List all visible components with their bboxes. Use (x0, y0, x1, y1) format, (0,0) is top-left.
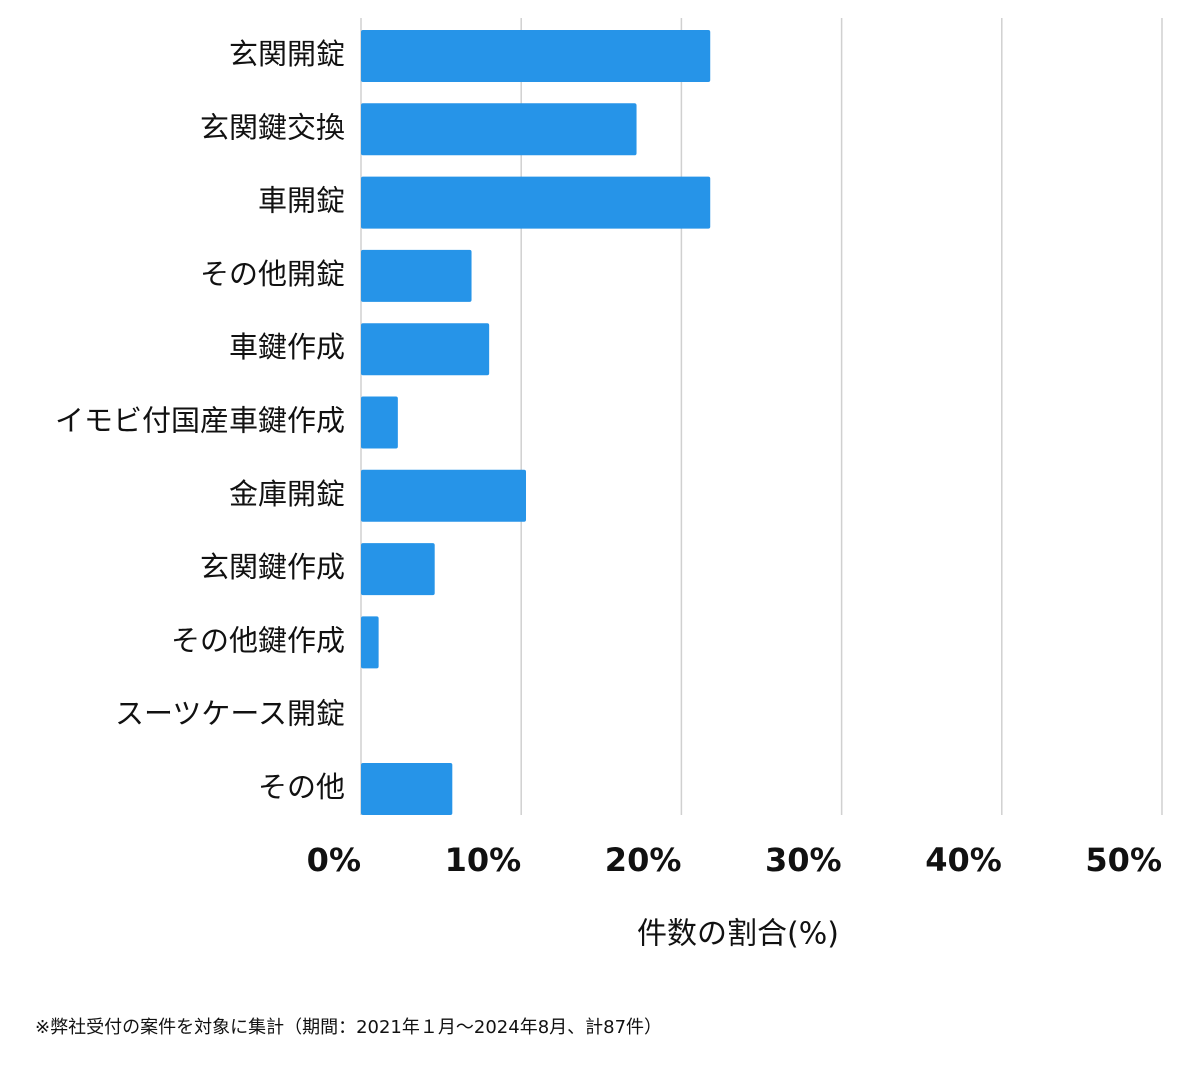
y-tick-label: その他 (258, 770, 345, 804)
bar (361, 543, 435, 596)
bar (361, 176, 711, 229)
y-tick-label: 玄関開錠 (229, 37, 345, 71)
y-tick-label: 玄関鍵交換 (200, 110, 345, 144)
y-tick-label: その他開錠 (200, 257, 345, 291)
bar (361, 469, 527, 522)
x-tick-label: 20% (605, 841, 682, 879)
bar (361, 30, 711, 82)
y-tick-label: 玄関鍵作成 (200, 550, 345, 584)
y-tick-label: スーツケース開錠 (115, 697, 345, 731)
y-tick-label: 車開錠 (258, 184, 345, 218)
bar (361, 103, 637, 156)
x-tick-label: 10% (445, 841, 522, 879)
bar (361, 249, 472, 302)
bar (361, 763, 453, 815)
bar (361, 323, 490, 376)
y-tick-label: その他鍵作成 (171, 623, 345, 657)
y-tick-label: イモビ付国産車鍵作成 (55, 404, 345, 438)
x-tick-label: 40% (925, 841, 1002, 879)
bar (361, 616, 379, 669)
y-tick-label: 車鍵作成 (229, 330, 345, 364)
bar (361, 396, 398, 449)
footnote: ※弊社受付の案件を対象に集計（期間：2021年１月〜2024年8月、計87件） (35, 1017, 662, 1038)
y-tick-label: 金庫開錠 (229, 477, 345, 511)
x-tick-label: 30% (765, 841, 842, 879)
x-axis-title: 件数の割合(%) (637, 917, 839, 952)
x-tick-label: 50% (1085, 841, 1162, 879)
x-tick-label: 0% (307, 841, 361, 879)
